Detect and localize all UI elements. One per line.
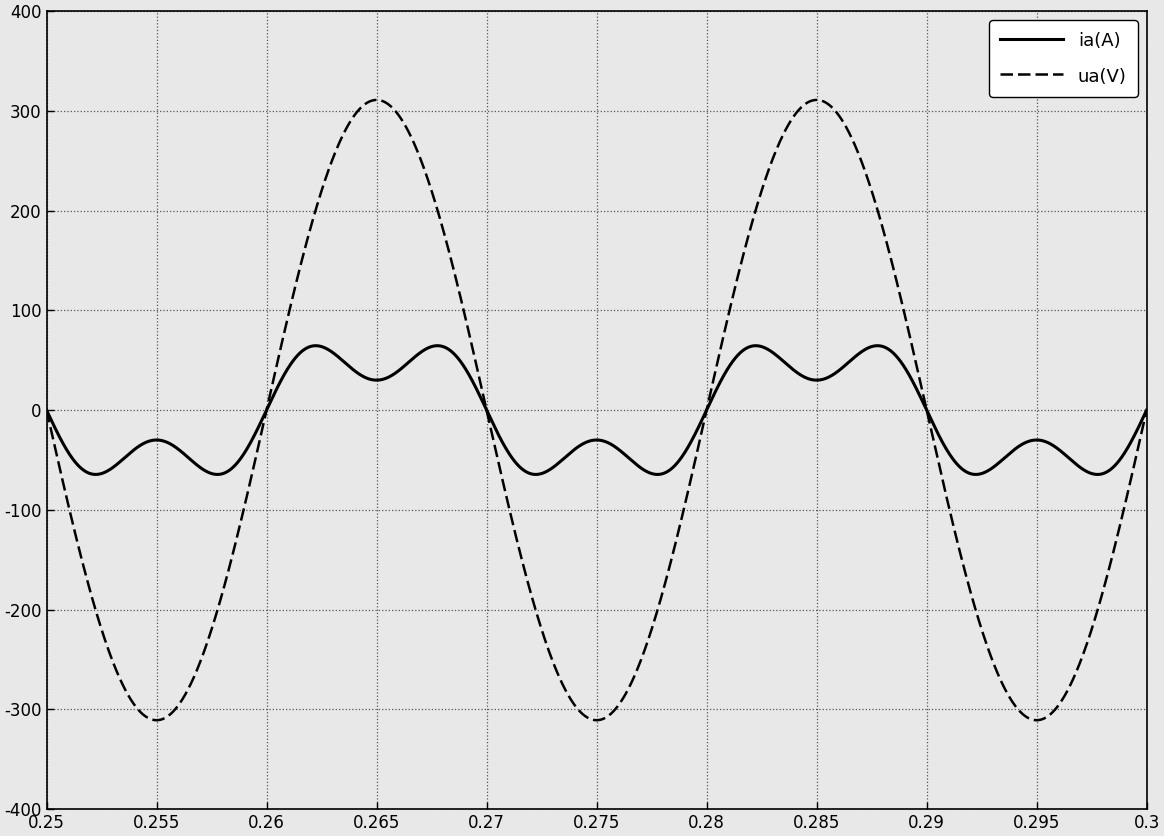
ia(A) [255,415,269,425]
ua(V) [255,424,269,434]
ua(V) [44,427,58,437]
ia(A) [105,463,119,473]
Line: ia(A): ia(A) [47,346,1147,475]
ia(A) [40,405,54,415]
ia(A) [1140,405,1154,415]
ia(A) [85,469,99,479]
Legend: ia(A), ua(V): ia(A), ua(V) [989,20,1137,97]
ia(A) [1081,467,1095,477]
ua(V) [105,655,119,665]
ia(A) [748,341,762,351]
ia(A) [968,470,982,480]
ua(V) [85,593,99,603]
ia(A) [44,415,58,426]
ua(V) [370,95,384,105]
ua(V) [1140,405,1154,415]
ua(V) [40,405,54,415]
Line: ua(V): ua(V) [47,100,1147,721]
ua(V) [577,711,591,721]
ua(V) [1081,634,1095,644]
ua(V) [149,716,163,726]
ia(A) [577,438,591,448]
